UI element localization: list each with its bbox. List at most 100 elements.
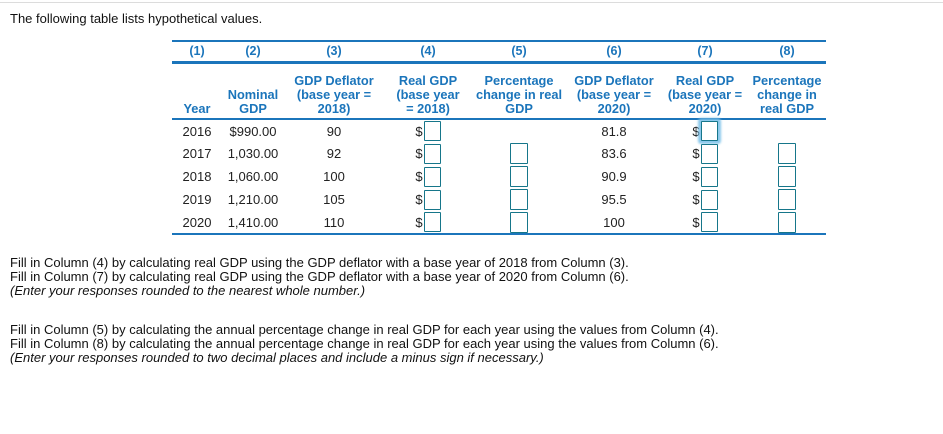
pct-change-2020-input-2018[interactable] — [778, 166, 796, 187]
column-number: (3) — [284, 40, 384, 64]
real-gdp-2020-input-2019[interactable] — [700, 189, 718, 210]
table-row-2020: 2020 1,410.00 110 $ 100 $ — [172, 211, 826, 235]
page-top-divider — [0, 2, 943, 3]
header-real-gdp-2020: Real GDP (base year = 2020) — [662, 62, 748, 120]
nominal-gdp-cell: 1,060.00 — [227, 169, 279, 184]
real-gdp-2020-input-2018[interactable] — [700, 166, 718, 187]
real-gdp-2020-cell: $ — [662, 188, 748, 211]
real-gdp-2018-input-2017[interactable] — [423, 143, 441, 164]
instruction-line: Fill in Column (4) by calculating real G… — [10, 255, 629, 270]
year-cell: 2019 — [182, 192, 212, 207]
real-gdp-2020-input-2017[interactable] — [700, 143, 718, 164]
column-number: (7) — [662, 40, 748, 64]
gdp-deflator-2020-cell: 83.6 — [601, 146, 627, 161]
gdp-deflator-2018-cell: 100 — [323, 169, 345, 184]
real-gdp-2020-cell: $ — [662, 211, 748, 235]
gdp-deflator-2020-cell: 95.5 — [601, 192, 627, 207]
column-number: (4) — [384, 40, 472, 64]
real-gdp-2020-cell: $ — [662, 165, 748, 188]
nominal-gdp-cell: 1,210.00 — [227, 192, 279, 207]
pct-change-2018-input-2019[interactable] — [510, 189, 528, 210]
nominal-gdp-cell: 1,030.00 — [227, 146, 279, 161]
year-cell: 2016 — [182, 123, 212, 139]
real-gdp-2018-input-2018[interactable] — [423, 166, 441, 187]
pct-change-2018-cell-empty — [472, 119, 566, 142]
header-pct-change-2018: Percentage change in real GDP — [472, 62, 566, 120]
instruction-note: (Enter your responses rounded to the nea… — [10, 283, 366, 298]
dollar-sign: $ — [415, 146, 423, 161]
instruction-line: Fill in Column (7) by calculating real G… — [10, 269, 629, 284]
real-gdp-2018-input-2020[interactable] — [423, 212, 441, 232]
instruction-line: Fill in Column (8) by calculating the an… — [10, 336, 719, 351]
column-number: (2) — [222, 40, 284, 64]
header-pct-change-2020: Percentage change in real GDP — [748, 62, 826, 120]
dollar-sign: $ — [692, 123, 700, 139]
pct-change-2018-cell — [472, 188, 566, 211]
header-nominal-gdp: Nominal GDP — [222, 62, 284, 120]
dollar-sign: $ — [415, 169, 423, 184]
header-year: Year — [172, 62, 222, 120]
pct-change-2020-input-2020[interactable] — [778, 211, 796, 233]
pct-change-2020-cell — [748, 188, 826, 211]
gdp-deflator-2018-cell: 105 — [323, 192, 345, 207]
column-number: (1) — [172, 40, 222, 64]
gdp-deflator-2018-cell: 90 — [326, 123, 342, 139]
nominal-gdp-cell: $990.00 — [229, 123, 277, 139]
instruction-note: (Enter your responses rounded to two dec… — [10, 350, 544, 365]
real-gdp-2020-input-2020[interactable] — [700, 212, 718, 232]
dollar-sign: $ — [415, 123, 423, 139]
pct-change-2018-input-2018[interactable] — [510, 166, 528, 187]
table-row-2019: 2019 1,210.00 105 $ 95.5 $ — [172, 188, 826, 211]
column-number: (8) — [748, 40, 826, 64]
year-cell: 2018 — [182, 169, 212, 184]
header-gdp-deflator-2018: GDP Deflator (base year = 2018) — [284, 62, 384, 120]
table-row-2016: 2016 $990.00 90 $ 81.8 $ — [172, 119, 826, 142]
gdp-deflator-2020-cell: 90.9 — [601, 169, 627, 184]
pct-change-2020-cell — [748, 142, 826, 165]
instruction-line: Fill in Column (5) by calculating the an… — [10, 322, 719, 337]
real-gdp-2020-input-2016[interactable] — [700, 121, 718, 141]
gdp-deflator-2020-cell: 81.8 — [601, 123, 627, 139]
dollar-sign: $ — [415, 214, 423, 230]
gdp-deflator-2018-cell: 110 — [284, 211, 384, 235]
dollar-sign: $ — [692, 169, 700, 184]
table-row-2018: 2018 1,060.00 100 $ 90.9 $ — [172, 165, 826, 188]
instructions-pct-change: Fill in Column (5) by calculating the an… — [10, 323, 719, 365]
pct-change-2020-cell — [748, 211, 826, 235]
real-gdp-2020-cell: $ — [662, 119, 748, 142]
header-real-gdp-2018: Real GDP (base year = 2018) — [384, 62, 472, 120]
dollar-sign: $ — [692, 214, 700, 230]
pct-change-2020-cell-empty — [748, 119, 826, 142]
dollar-sign: $ — [415, 192, 423, 207]
pct-change-2018-cell — [472, 142, 566, 165]
column-header-row: Year Nominal GDP GDP Deflator (base year… — [172, 62, 826, 120]
year-cell: 2020 — [172, 211, 222, 235]
pct-change-2020-cell — [748, 165, 826, 188]
pct-change-2020-input-2019[interactable] — [778, 189, 796, 210]
pct-change-2020-input-2017[interactable] — [778, 143, 796, 164]
real-gdp-2018-input-2019[interactable] — [423, 189, 441, 210]
pct-change-2018-input-2017[interactable] — [510, 143, 528, 164]
instructions-real-gdp: Fill in Column (4) by calculating real G… — [10, 256, 719, 298]
real-gdp-2018-cell: $ — [384, 211, 472, 235]
column-number: (5) — [472, 40, 566, 64]
pct-change-2018-input-2020[interactable] — [510, 211, 528, 233]
real-gdp-2018-cell: $ — [384, 188, 472, 211]
table-row-2017: 2017 1,030.00 92 $ 83.6 $ — [172, 142, 826, 165]
dollar-sign: $ — [692, 192, 700, 207]
pct-change-2018-cell — [472, 211, 566, 235]
column-number-row: (1) (2) (3) (4) (5) (6) (7) (8) — [172, 40, 826, 64]
header-gdp-deflator-2020: GDP Deflator (base year = 2020) — [566, 62, 662, 120]
real-gdp-2018-cell: $ — [384, 165, 472, 188]
dollar-sign: $ — [692, 146, 700, 161]
real-gdp-2018-cell: $ — [384, 119, 472, 142]
intro-text: The following table lists hypothetical v… — [10, 11, 263, 26]
real-gdp-2020-cell: $ — [662, 142, 748, 165]
instructions-block: Fill in Column (4) by calculating real G… — [10, 256, 719, 365]
gdp-deflator-2018-cell: 92 — [326, 146, 342, 161]
gdp-deflator-2020-cell: 100 — [566, 211, 662, 235]
year-cell: 2017 — [182, 146, 212, 161]
real-gdp-2018-input-2016[interactable] — [423, 121, 441, 141]
real-gdp-2018-cell: $ — [384, 142, 472, 165]
gdp-values-table: (1) (2) (3) (4) (5) (6) (7) (8) Year Nom… — [172, 40, 826, 235]
